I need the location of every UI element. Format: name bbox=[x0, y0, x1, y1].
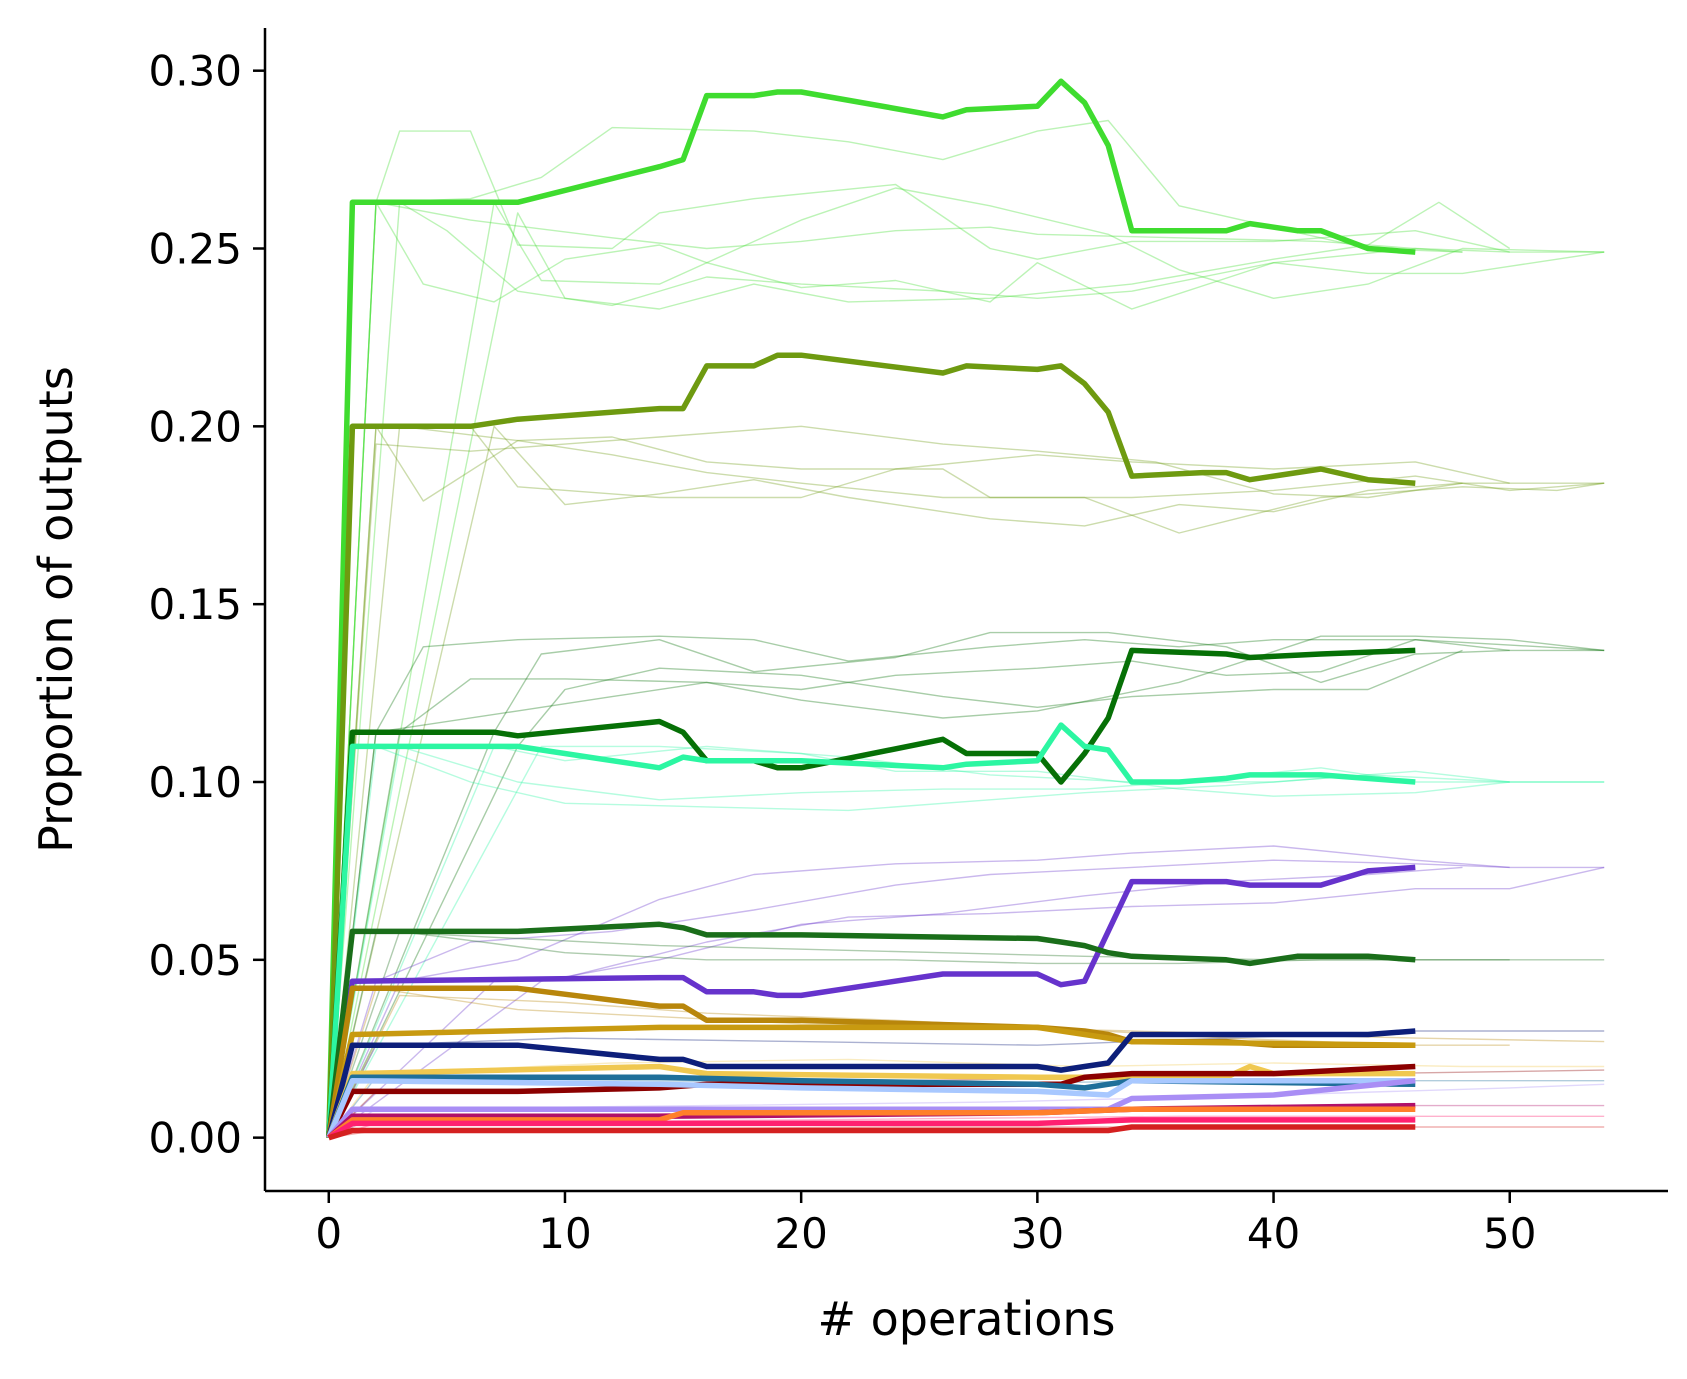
faint-series-line-15 bbox=[328, 649, 1463, 1139]
y-tick-label: 0.00 bbox=[148, 1114, 242, 1163]
x-tick-label: 40 bbox=[1247, 1209, 1300, 1258]
faint-series-line-19 bbox=[328, 745, 1605, 1138]
series-line-17 bbox=[327, 1124, 1416, 1141]
x-axis-label: # operations bbox=[818, 1292, 1116, 1346]
faint-series-line-16 bbox=[328, 635, 1605, 1138]
faint-series-line-0 bbox=[328, 130, 1605, 1138]
series-line-8 bbox=[326, 1028, 1416, 1139]
faint-series-line-21 bbox=[328, 859, 1605, 1138]
faint-series-line-25 bbox=[328, 930, 1605, 1138]
y-tick-label: 0.20 bbox=[148, 402, 242, 451]
faint-series-line-20 bbox=[328, 745, 1510, 1139]
series-line-2 bbox=[326, 647, 1416, 1138]
series-line-5 bbox=[326, 921, 1416, 1139]
series-line-16 bbox=[327, 1117, 1416, 1141]
faint-series-line-3 bbox=[328, 201, 1510, 1138]
faint-series-line-5 bbox=[328, 201, 1511, 1138]
x-tick-label: 50 bbox=[1483, 1209, 1536, 1258]
faint-series-line-17 bbox=[328, 745, 1605, 1138]
series-line-4 bbox=[326, 864, 1416, 1139]
y-tick-label: 0.05 bbox=[148, 936, 242, 985]
y-tick-label: 0.10 bbox=[148, 758, 242, 807]
faint-series-line-10 bbox=[328, 425, 1463, 1138]
series-line-11 bbox=[326, 1074, 1416, 1139]
y-axis-label: Proportion of outputs bbox=[29, 366, 83, 853]
series-line-15 bbox=[327, 1106, 1416, 1140]
faint-series-line-13 bbox=[328, 639, 1510, 1138]
faint-series-line-12 bbox=[328, 635, 1605, 1138]
x-tick-label: 0 bbox=[315, 1209, 342, 1258]
x-tick-label: 10 bbox=[538, 1209, 591, 1258]
series-line-12 bbox=[326, 1077, 1416, 1139]
series-line-7 bbox=[326, 1024, 1416, 1139]
y-tick-label: 0.25 bbox=[148, 225, 242, 274]
faint-series-layer bbox=[328, 119, 1605, 1139]
series-line-1 bbox=[326, 352, 1416, 1138]
series-line-0 bbox=[326, 78, 1416, 1138]
faint-series-line-9 bbox=[328, 425, 1605, 1138]
faint-series-line-18 bbox=[328, 745, 1510, 1138]
x-tick-label: 30 bbox=[1011, 1209, 1064, 1258]
bold-series-layer bbox=[326, 78, 1416, 1141]
faint-series-line-6 bbox=[328, 201, 1463, 1138]
faint-series-line-4 bbox=[328, 187, 1605, 1138]
faint-series-line-14 bbox=[328, 631, 1605, 1138]
faint-series-line-11 bbox=[328, 425, 1605, 1138]
faint-series-line-7 bbox=[328, 425, 1605, 1138]
y-tick-label: 0.15 bbox=[148, 580, 242, 629]
x-tick-label: 20 bbox=[774, 1209, 827, 1258]
axes: 0 10 20 30 40 50 0.00 0.05 0.10 0.15 0.20 0.25 0.30 bbox=[148, 28, 1668, 1258]
y-tick-label: 0.30 bbox=[148, 47, 242, 96]
faint-series-line-2 bbox=[328, 201, 1605, 1138]
series-line-13 bbox=[326, 1077, 1416, 1140]
faint-series-line-24 bbox=[328, 866, 1463, 1139]
series-line-3 bbox=[326, 722, 1416, 1138]
faint-series-line-1 bbox=[328, 119, 1463, 1138]
faint-series-line-23 bbox=[328, 866, 1605, 1139]
faint-series-line-22 bbox=[328, 845, 1510, 1138]
